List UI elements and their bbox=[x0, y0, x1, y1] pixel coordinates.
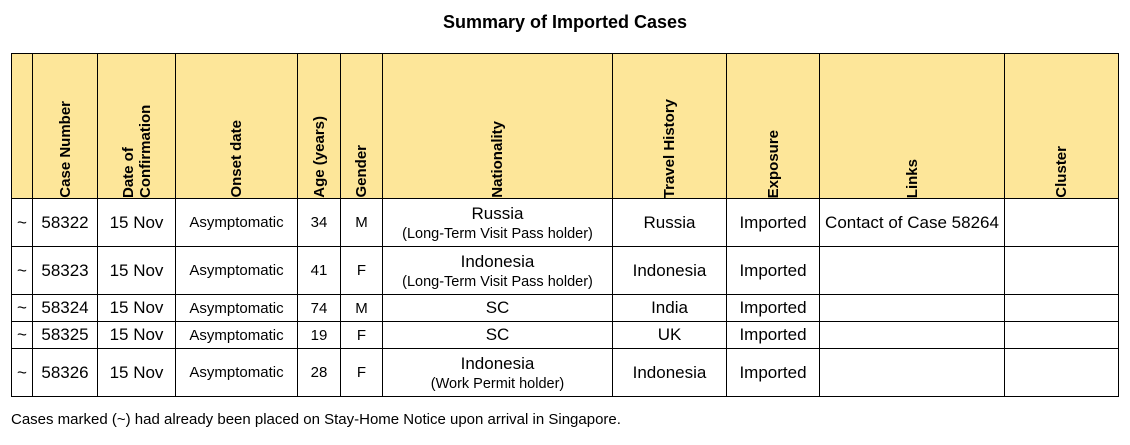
nationality-cell: Russia (Long-Term Visit Pass holder) bbox=[382, 198, 613, 247]
marker-cell: ~ bbox=[11, 246, 33, 295]
cluster-cell bbox=[1004, 294, 1119, 322]
case-number-cell: 58326 bbox=[32, 348, 98, 397]
travel-history-cell: UK bbox=[612, 321, 727, 349]
table-row: ~ 58323 15 Nov Asymptomatic 41 F Indones… bbox=[11, 246, 1119, 295]
travel-history-cell: Indonesia bbox=[612, 246, 727, 295]
page-title: Summary of Imported Cases bbox=[442, 12, 688, 32]
date-cell: 15 Nov bbox=[97, 246, 176, 295]
gender-cell: F bbox=[340, 246, 383, 295]
nationality-value: SC bbox=[485, 298, 510, 317]
header-marker bbox=[11, 53, 33, 199]
header-case-number: Case Number bbox=[32, 53, 98, 199]
exposure-cell: Imported bbox=[726, 321, 820, 349]
header-date-of-confirmation: Date of Confirmation bbox=[97, 53, 176, 199]
header-cluster: Cluster bbox=[1004, 53, 1119, 199]
gender-cell: M bbox=[340, 294, 383, 322]
cluster-cell bbox=[1004, 246, 1119, 295]
exposure-cell: Imported bbox=[726, 246, 820, 295]
cluster-cell bbox=[1004, 198, 1119, 247]
links-cell bbox=[819, 321, 1005, 349]
onset-cell: Asymptomatic bbox=[175, 294, 298, 322]
case-number-cell: 58324 bbox=[32, 294, 98, 322]
gender-cell: F bbox=[340, 321, 383, 349]
date-cell: 15 Nov bbox=[97, 198, 176, 247]
links-cell bbox=[819, 348, 1005, 397]
case-number-cell: 58325 bbox=[32, 321, 98, 349]
gender-cell: M bbox=[340, 198, 383, 247]
exposure-cell: Imported bbox=[726, 294, 820, 322]
age-cell: 28 bbox=[297, 348, 341, 397]
header-travel-history: Travel History bbox=[612, 53, 727, 199]
onset-cell: Asymptomatic bbox=[175, 246, 298, 295]
nationality-value: Indonesia bbox=[460, 353, 535, 373]
case-number-cell: 58322 bbox=[32, 198, 98, 247]
cluster-cell bbox=[1004, 321, 1119, 349]
header-nationality: Nationality bbox=[382, 53, 613, 199]
travel-history-cell: Russia bbox=[612, 198, 727, 247]
onset-cell: Asymptomatic bbox=[175, 198, 298, 247]
nationality-cell: Indonesia (Work Permit holder) bbox=[382, 348, 613, 397]
header-onset-date: Onset date bbox=[175, 53, 298, 199]
marker-cell: ~ bbox=[11, 321, 33, 349]
nationality-cell: Indonesia (Long-Term Visit Pass holder) bbox=[382, 246, 613, 295]
nationality-cell: SC bbox=[382, 294, 613, 322]
nationality-note: (Long-Term Visit Pass holder) bbox=[402, 273, 593, 290]
header-gender: Gender bbox=[340, 53, 383, 199]
exposure-cell: Imported bbox=[726, 348, 820, 397]
travel-history-cell: India bbox=[612, 294, 727, 322]
gender-cell: F bbox=[340, 348, 383, 397]
imported-cases-table: Case Number Date of Confirmation Onset d… bbox=[11, 53, 1119, 397]
links-cell: Contact of Case 58264 bbox=[819, 198, 1005, 247]
marker-cell: ~ bbox=[11, 294, 33, 322]
header-exposure: Exposure bbox=[726, 53, 820, 199]
table-row: ~ 58324 15 Nov Asymptomatic 74 M SC Indi… bbox=[11, 294, 1119, 322]
links-cell bbox=[819, 246, 1005, 295]
nationality-note: (Long-Term Visit Pass holder) bbox=[402, 225, 593, 242]
exposure-cell: Imported bbox=[726, 198, 820, 247]
date-cell: 15 Nov bbox=[97, 294, 176, 322]
age-cell: 41 bbox=[297, 246, 341, 295]
onset-cell: Asymptomatic bbox=[175, 348, 298, 397]
header-links: Links bbox=[819, 53, 1005, 199]
age-cell: 34 bbox=[297, 198, 341, 247]
links-cell bbox=[819, 294, 1005, 322]
table-row: ~ 58326 15 Nov Asymptomatic 28 F Indones… bbox=[11, 348, 1119, 397]
header-age: Age (years) bbox=[297, 53, 341, 199]
nationality-value: Indonesia bbox=[460, 251, 535, 271]
table-header-row: Case Number Date of Confirmation Onset d… bbox=[11, 53, 1119, 199]
date-cell: 15 Nov bbox=[97, 321, 176, 349]
table-row: ~ 58322 15 Nov Asymptomatic 34 M Russia (… bbox=[11, 198, 1119, 247]
table-row: ~ 58325 15 Nov Asymptomatic 19 F SC UK I… bbox=[11, 321, 1119, 349]
nationality-note: (Work Permit holder) bbox=[430, 375, 565, 392]
marker-cell: ~ bbox=[11, 348, 33, 397]
age-cell: 19 bbox=[297, 321, 341, 349]
onset-cell: Asymptomatic bbox=[175, 321, 298, 349]
age-cell: 74 bbox=[297, 294, 341, 322]
nationality-value: SC bbox=[485, 325, 510, 344]
case-number-cell: 58323 bbox=[32, 246, 98, 295]
footnote: Cases marked (~) had already been placed… bbox=[11, 411, 621, 428]
nationality-cell: SC bbox=[382, 321, 613, 349]
cluster-cell bbox=[1004, 348, 1119, 397]
travel-history-cell: Indonesia bbox=[612, 348, 727, 397]
nationality-value: Russia bbox=[471, 203, 524, 223]
marker-cell: ~ bbox=[11, 198, 33, 247]
date-cell: 15 Nov bbox=[97, 348, 176, 397]
